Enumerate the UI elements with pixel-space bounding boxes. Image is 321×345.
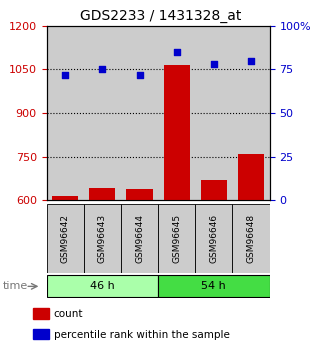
Bar [238, 154, 264, 200]
Point [137, 72, 142, 77]
Text: GSM96648: GSM96648 [247, 214, 256, 263]
Point [63, 72, 68, 77]
FancyBboxPatch shape [47, 204, 84, 273]
FancyBboxPatch shape [158, 275, 270, 297]
Text: GSM96643: GSM96643 [98, 214, 107, 263]
Bar [47, 26, 84, 200]
Point [174, 49, 179, 55]
Bar [33, 329, 49, 339]
Bar [121, 26, 158, 200]
Text: time: time [3, 282, 29, 291]
FancyBboxPatch shape [47, 275, 158, 297]
Point [248, 58, 254, 63]
FancyBboxPatch shape [121, 204, 158, 273]
FancyBboxPatch shape [84, 204, 121, 273]
FancyBboxPatch shape [158, 204, 195, 273]
Bar [232, 26, 270, 200]
Bar [158, 26, 195, 200]
Bar [52, 196, 78, 200]
Text: 54 h: 54 h [202, 282, 226, 291]
Text: GDS2233 / 1431328_at: GDS2233 / 1431328_at [80, 9, 241, 23]
FancyBboxPatch shape [195, 204, 232, 273]
Text: GSM96646: GSM96646 [209, 214, 218, 263]
Text: 46 h: 46 h [90, 282, 115, 291]
Bar [89, 188, 115, 200]
Bar [84, 26, 121, 200]
FancyBboxPatch shape [232, 204, 270, 273]
Point [211, 61, 216, 67]
Bar [201, 180, 227, 200]
Bar [126, 189, 152, 200]
Point [100, 67, 105, 72]
Bar [33, 308, 49, 319]
Text: count: count [54, 309, 83, 319]
Text: percentile rank within the sample: percentile rank within the sample [54, 330, 230, 340]
Text: GSM96645: GSM96645 [172, 214, 181, 263]
Bar [195, 26, 232, 200]
Text: GSM96644: GSM96644 [135, 214, 144, 263]
Text: GSM96642: GSM96642 [61, 214, 70, 263]
Bar [164, 65, 190, 200]
